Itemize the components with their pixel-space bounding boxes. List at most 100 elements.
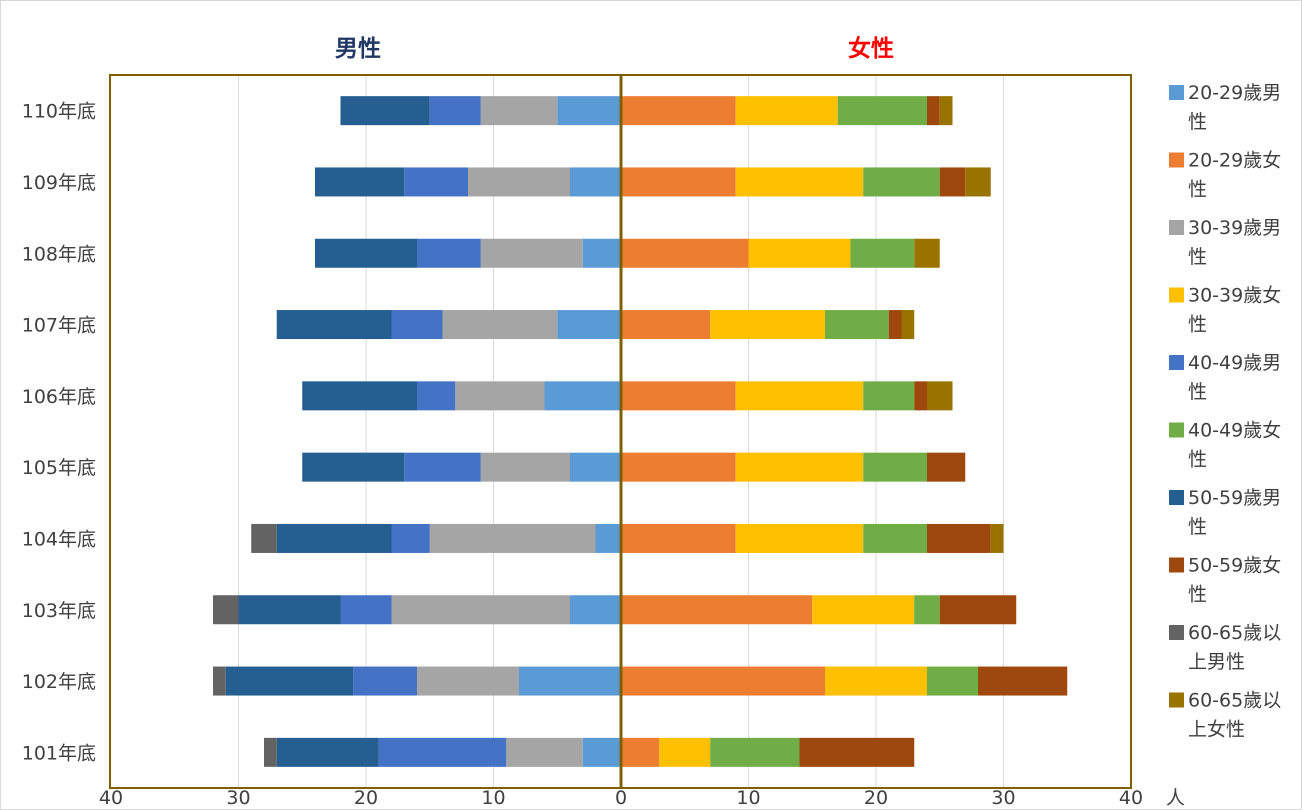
bar-segment: [276, 737, 379, 767]
legend-label-line1: 20-29歲男: [1188, 82, 1281, 104]
legend-swatch: [1169, 692, 1184, 708]
bar-segment: [825, 666, 927, 696]
bar-segment: [557, 310, 621, 340]
bar-segment: [621, 381, 736, 411]
bar-segment: [978, 666, 1068, 696]
bar-segment: [506, 737, 583, 767]
bar-segment: [480, 96, 558, 126]
bar-segment: [340, 595, 392, 625]
bar-segment: [315, 238, 417, 268]
x-tick-label: 30: [991, 787, 1015, 809]
bar-segment: [557, 96, 621, 126]
bar-segment: [825, 310, 889, 340]
legend-swatch: [1169, 152, 1184, 168]
bar-segment: [990, 523, 1004, 553]
bar-segment: [276, 523, 392, 553]
value-axis-tick-labels: 40 30 20 10 0 10 20 30 40: [99, 787, 1143, 809]
male-side-title: 男性: [335, 36, 381, 62]
bar-segment: [544, 381, 621, 411]
bar-segment: [939, 167, 966, 197]
bar-segment: [404, 452, 481, 482]
value-axis-unit-label: 人: [1166, 787, 1185, 809]
bar-segment: [455, 381, 545, 411]
category-label: 107年底: [22, 315, 96, 337]
legend-label-line2: 性: [1188, 584, 1207, 606]
category-label: 110年底: [22, 101, 96, 123]
legend-label-line1: 60-65歲以: [1188, 622, 1281, 644]
legend-label-line1: 20-29歲女: [1188, 150, 1281, 172]
bar-segment: [570, 167, 621, 197]
bar-segment: [710, 737, 800, 767]
bar-segment: [914, 238, 940, 268]
bar-segment: [965, 167, 991, 197]
category-label: 102年底: [22, 671, 96, 693]
bar-segment: [927, 381, 953, 411]
legend-label-line1: 40-49歲男: [1188, 352, 1281, 374]
bar-segment: [417, 666, 519, 696]
bar-segment: [914, 381, 927, 411]
bar-segment: [659, 737, 711, 767]
bar-segment: [939, 96, 953, 126]
bar-segment: [621, 523, 736, 553]
bar-segment: [353, 666, 417, 696]
bar-segment: [837, 96, 927, 126]
bar-segment: [939, 595, 1017, 625]
category-label: 109年底: [22, 172, 96, 194]
legend-label-line2: 性: [1188, 111, 1207, 133]
bar-segment: [748, 238, 851, 268]
x-tick-label: 40: [1119, 787, 1143, 809]
bar-segment: [621, 737, 660, 767]
bar-segment: [429, 523, 596, 553]
legend-swatch: [1169, 85, 1184, 100]
bar-segment: [927, 666, 978, 696]
bar-segment: [735, 167, 864, 197]
bar-segment: [315, 167, 405, 197]
legend-swatch: [1169, 287, 1184, 303]
bar-segment: [621, 666, 825, 696]
bar-segment: [468, 167, 570, 197]
legend-swatch: [1169, 355, 1184, 370]
legend-label-line1: 30-39歲男: [1188, 217, 1281, 239]
x-tick-label: 40: [99, 787, 123, 809]
bar-segment: [582, 238, 621, 268]
bar-segment: [276, 310, 392, 340]
category-label: 104年底: [22, 528, 96, 550]
bar-segment: [340, 96, 430, 126]
bar-segment: [302, 381, 417, 411]
bar-segment: [888, 310, 902, 340]
bar-segment: [417, 238, 481, 268]
bar-segment: [442, 310, 558, 340]
legend-label-line1: 30-39歲女: [1188, 285, 1281, 307]
x-tick-label: 10: [481, 787, 505, 809]
female-side-title: 女性: [848, 35, 894, 62]
x-tick-label: 20: [864, 787, 888, 809]
bar-segment: [238, 595, 341, 625]
category-label: 106年底: [22, 386, 96, 408]
bar-segment: [570, 595, 621, 625]
bar-segment: [710, 310, 825, 340]
x-tick-label: 20: [354, 787, 378, 809]
legend-label-line2: 性: [1188, 381, 1207, 403]
bar-segment: [621, 310, 711, 340]
bar-segment: [391, 310, 443, 340]
bar-segment: [391, 595, 570, 625]
bar-segment: [621, 238, 749, 268]
legend-label-line1: 40-49歲女: [1188, 420, 1281, 442]
legend-swatch: [1169, 220, 1184, 235]
bar-segment: [914, 595, 940, 625]
bar-segment: [927, 96, 940, 126]
bar-segment: [378, 737, 507, 767]
bar-segment: [863, 381, 915, 411]
legend-swatch: [1169, 422, 1184, 438]
bar-segment: [621, 595, 813, 625]
bar-segment: [621, 96, 736, 126]
